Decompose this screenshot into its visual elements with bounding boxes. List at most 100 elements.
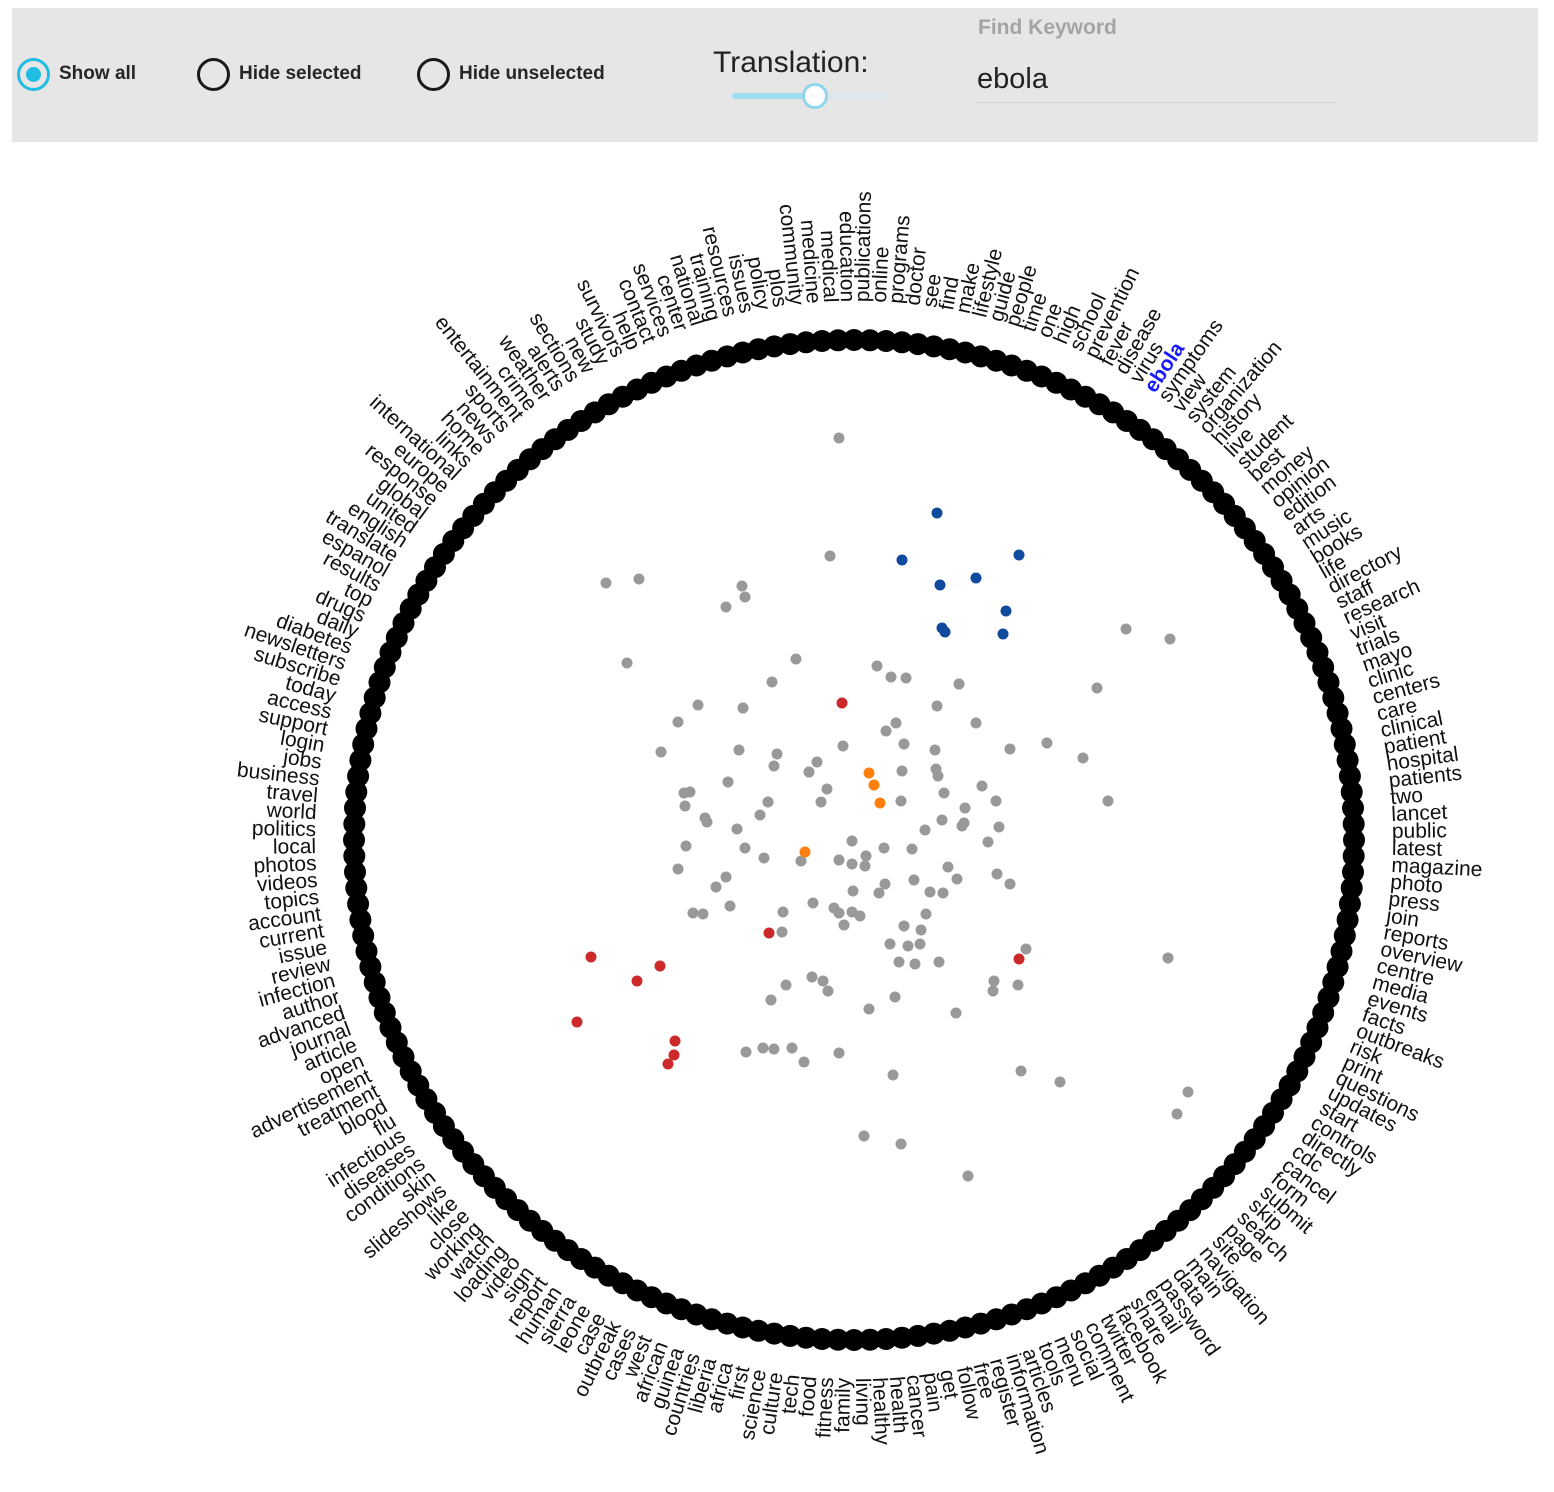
document-dot-gray[interactable] [956,820,968,832]
document-dot-gray[interactable] [990,795,1002,807]
document-dot-gray[interactable] [885,671,897,683]
document-dot-gray[interactable] [858,1130,870,1142]
ring-node[interactable] [875,330,897,352]
document-dot-gray[interactable] [1171,1108,1183,1120]
document-dot-gray[interactable] [710,881,722,893]
document-dot-blue[interactable] [1000,605,1012,617]
ring-node[interactable] [343,813,366,835]
ring-keyword-latest[interactable]: latest [1392,837,1443,861]
document-dot-gray[interactable] [815,796,827,808]
ring-keyword-press[interactable]: press [1387,888,1441,917]
document-dot-gray[interactable] [859,860,871,872]
document-dot-gray[interactable] [993,821,1005,833]
document-dot-gray[interactable] [854,910,866,922]
document-dot-gray[interactable] [962,1170,974,1182]
document-dot-gray[interactable] [822,985,834,997]
ring-node[interactable] [827,1328,849,1351]
document-dot-gray[interactable] [953,678,965,690]
document-dot-blue[interactable] [997,628,1009,640]
ring-node[interactable] [1342,861,1364,883]
document-dot-gray[interactable] [798,1056,810,1068]
ring-node[interactable] [859,329,881,352]
document-dot-gray[interactable] [1162,952,1174,964]
document-dot-red[interactable] [763,927,775,939]
document-dot-gray[interactable] [863,1003,875,1015]
find-keyword-input[interactable] [977,56,1335,103]
ring-node[interactable] [1342,813,1365,835]
ring-keyword-family[interactable]: family [831,1377,855,1433]
document-dot-gray[interactable] [932,770,944,782]
ring-keyword-get[interactable]: get [935,1368,963,1401]
ring-keyword-politics[interactable]: politics [252,817,317,841]
document-dot-gray[interactable] [621,657,633,669]
ring-keyword-public[interactable]: public [1392,819,1447,843]
ring-node[interactable] [811,330,833,352]
document-dot-gray[interactable] [1164,633,1176,645]
document-dot-gray[interactable] [942,861,954,873]
ring-keyword-plos[interactable]: plos [763,267,791,308]
document-dot-gray[interactable] [655,746,667,758]
document-dot-gray[interactable] [771,748,783,760]
hide-unselected-radio[interactable]: Hide unselected [417,54,605,94]
document-dot-gray[interactable] [920,908,932,920]
document-dot-gray[interactable] [762,796,774,808]
document-dot-gray[interactable] [902,940,914,952]
document-dot-gray[interactable] [900,672,912,684]
document-dot-gray[interactable] [838,919,850,931]
document-dot-gray[interactable] [970,717,982,729]
ring-node[interactable] [344,861,366,883]
document-dot-gray[interactable] [754,809,766,821]
ring-node[interactable] [347,892,370,915]
document-dot-gray[interactable] [733,744,745,756]
document-dot-gray[interactable] [633,573,645,585]
ring-node[interactable] [345,877,368,899]
document-dot-gray[interactable] [672,716,684,728]
document-dot-red[interactable] [631,975,643,987]
document-dot-gray[interactable] [737,702,749,714]
ring-node[interactable] [891,1326,913,1349]
ring-keyword-publications[interactable]: publications [851,191,876,302]
document-dot-gray[interactable] [758,852,770,864]
document-dot-red[interactable] [836,697,848,709]
document-dot-gray[interactable] [950,1007,962,1019]
document-dot-gray[interactable] [701,816,713,828]
document-dot-gray[interactable] [991,868,1003,880]
ring-node[interactable] [779,333,802,356]
ring-keyword-local[interactable]: local [273,835,317,859]
document-dot-gray[interactable] [720,871,732,883]
document-dot-gray[interactable] [811,756,823,768]
document-dot-gray[interactable] [768,1043,780,1055]
ring-keyword-two[interactable]: two [1389,784,1423,809]
document-dot-gray[interactable] [672,863,684,875]
document-dot-gray[interactable] [720,601,732,613]
document-dot-gray[interactable] [777,906,789,918]
ring-keyword-food[interactable]: food [795,1375,821,1418]
document-dot-gray[interactable] [879,878,891,890]
ring-keyword-pain[interactable]: pain [918,1371,946,1414]
document-dot-gray[interactable] [906,843,918,855]
hide-selected-radio[interactable]: Hide selected [197,54,362,94]
document-dot-gray[interactable] [757,1042,769,1054]
document-dot-gray[interactable] [687,907,699,919]
ring-node[interactable] [906,1324,929,1347]
ring-keyword-living[interactable]: living [851,1378,875,1426]
document-dot-gray[interactable] [1015,1065,1027,1077]
document-dot-blue[interactable] [931,507,943,519]
document-dot-gray[interactable] [765,994,777,1006]
document-dot-red[interactable] [668,1049,680,1061]
ring-node[interactable] [1338,765,1361,788]
ring-node[interactable] [795,331,817,354]
document-dot-gray[interactable] [837,740,849,752]
document-dot-orange[interactable] [799,846,811,858]
ring-node[interactable] [1340,781,1363,803]
document-dot-gray[interactable] [893,956,905,968]
document-dot-gray[interactable] [890,717,902,729]
document-dot-gray[interactable] [889,991,901,1003]
document-dot-gray[interactable] [1012,979,1024,991]
document-dot-gray[interactable] [846,858,858,870]
document-dot-gray[interactable] [951,873,963,885]
ring-keyword-join[interactable]: join [1384,904,1421,932]
document-dot-red[interactable] [662,1058,674,1070]
ring-node[interactable] [859,1328,881,1351]
document-dot-gray[interactable] [936,814,948,826]
